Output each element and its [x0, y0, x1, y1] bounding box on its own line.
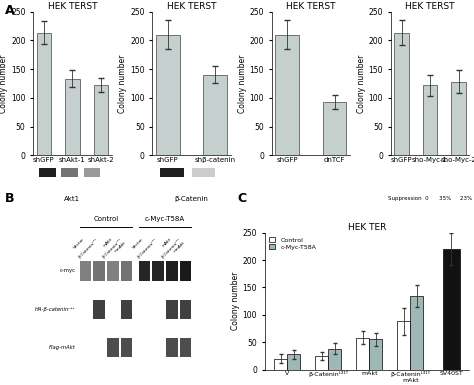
Bar	[275, 35, 299, 156]
Text: mAkt: mAkt	[102, 237, 113, 248]
Text: β-Cateninᴸ³¹: β-Cateninᴸ³¹	[137, 237, 158, 259]
Bar	[121, 261, 133, 281]
Legend: Control, c-Myc-T58A: Control, c-Myc-T58A	[268, 236, 318, 251]
Bar	[107, 338, 119, 357]
Bar	[37, 33, 51, 156]
Text: Suppression  0      35%     23%: Suppression 0 35% 23%	[388, 196, 472, 201]
Bar	[315, 356, 328, 370]
Y-axis label: Colony number: Colony number	[118, 54, 128, 113]
Title: HEK TER: HEK TER	[348, 223, 386, 232]
Bar	[274, 359, 287, 370]
Title: HEK TERST: HEK TERST	[48, 2, 97, 11]
Bar	[166, 338, 178, 357]
Bar	[356, 338, 369, 370]
Text: C: C	[237, 192, 246, 206]
Bar	[397, 321, 410, 370]
Bar	[93, 300, 105, 319]
Bar	[139, 261, 150, 281]
Bar	[180, 338, 191, 357]
Text: Vector: Vector	[73, 237, 85, 249]
Bar	[80, 261, 91, 281]
Bar	[410, 296, 423, 370]
Bar	[423, 85, 437, 156]
Bar	[166, 261, 178, 281]
Y-axis label: Colony number: Colony number	[231, 272, 240, 330]
Text: Control: Control	[93, 216, 118, 222]
Bar	[451, 82, 465, 156]
Bar	[369, 340, 383, 370]
Bar	[166, 300, 178, 319]
Bar	[180, 300, 191, 319]
Text: c-Myc-T58A: c-Myc-T58A	[145, 216, 185, 222]
Bar	[121, 300, 133, 319]
Text: Flag-mAkt: Flag-mAkt	[48, 345, 75, 350]
Bar	[323, 102, 346, 156]
Text: β-Cateninᴸ³¹
+mAkt: β-Cateninᴸ³¹ +mAkt	[161, 237, 186, 262]
Bar	[328, 349, 341, 370]
Bar	[65, 79, 80, 156]
Bar	[94, 85, 108, 156]
Text: β-Cateninᴸ³¹: β-Cateninᴸ³¹	[77, 237, 99, 259]
Y-axis label: Colony number: Colony number	[237, 54, 246, 113]
Bar	[287, 354, 301, 370]
Text: A: A	[5, 4, 14, 17]
Text: Akt1: Akt1	[64, 196, 81, 202]
Text: B: B	[5, 192, 14, 206]
Bar	[443, 249, 460, 370]
Text: mAkt: mAkt	[161, 237, 172, 248]
Y-axis label: Colony number: Colony number	[357, 54, 366, 113]
Text: β-Cateninᴸ³¹
+mAkt: β-Cateninᴸ³¹ +mAkt	[101, 237, 127, 262]
Bar	[107, 261, 119, 281]
Title: HEK TERST: HEK TERST	[167, 2, 216, 11]
Bar	[93, 261, 105, 281]
Text: Vector: Vector	[132, 237, 145, 249]
Title: HEK TERST: HEK TERST	[286, 2, 336, 11]
Bar	[394, 33, 409, 156]
Bar	[180, 261, 191, 281]
Bar	[156, 35, 180, 156]
Bar	[203, 75, 227, 156]
Text: c-myc: c-myc	[59, 268, 75, 273]
Text: HA-β-cateninᴸ³¹: HA-β-cateninᴸ³¹	[35, 307, 75, 312]
Text: β-Catenin: β-Catenin	[175, 196, 209, 202]
Bar	[121, 338, 133, 357]
Bar	[152, 261, 164, 281]
Y-axis label: Colony number: Colony number	[0, 54, 8, 113]
Title: HEK TERST: HEK TERST	[405, 2, 455, 11]
